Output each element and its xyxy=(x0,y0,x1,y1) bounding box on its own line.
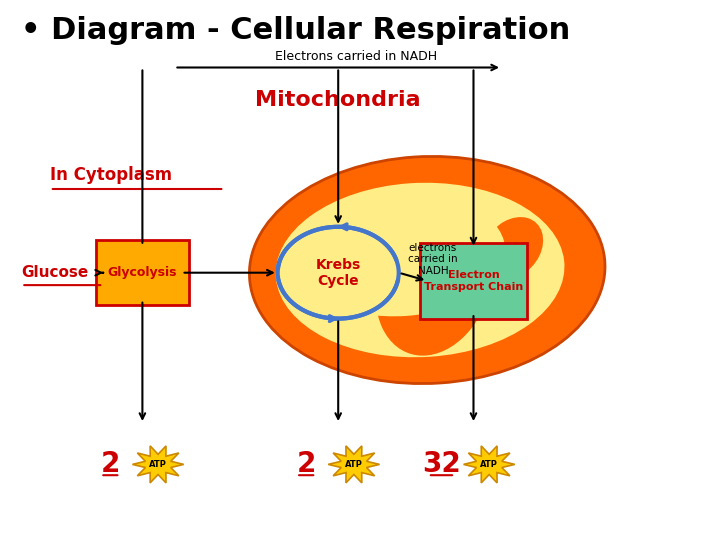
Text: electrons
carried in
NADH: electrons carried in NADH xyxy=(408,242,458,276)
Text: ATP: ATP xyxy=(345,460,363,469)
Ellipse shape xyxy=(274,181,566,359)
Text: Electrons carried in NADH: Electrons carried in NADH xyxy=(275,50,437,63)
Ellipse shape xyxy=(482,217,543,280)
Text: In Cytoplasm: In Cytoplasm xyxy=(50,166,172,185)
Text: 32: 32 xyxy=(422,450,461,478)
Circle shape xyxy=(278,227,399,319)
Text: 2: 2 xyxy=(101,450,120,478)
Text: Glucose: Glucose xyxy=(22,265,89,280)
Ellipse shape xyxy=(249,157,605,383)
Text: Glycolysis: Glycolysis xyxy=(108,266,177,279)
Text: Krebs
Cycle: Krebs Cycle xyxy=(315,258,361,288)
Ellipse shape xyxy=(376,206,493,356)
Text: ATP: ATP xyxy=(480,460,498,469)
Text: Mitochondria: Mitochondria xyxy=(256,90,421,110)
Ellipse shape xyxy=(325,206,400,280)
Ellipse shape xyxy=(292,191,505,316)
Text: ATP: ATP xyxy=(149,460,167,469)
FancyBboxPatch shape xyxy=(96,240,189,305)
Text: Electron
Transport Chain: Electron Transport Chain xyxy=(424,270,523,292)
FancyBboxPatch shape xyxy=(420,243,527,319)
Text: 2: 2 xyxy=(297,450,316,478)
Text: • Diagram - Cellular Respiration: • Diagram - Cellular Respiration xyxy=(22,16,571,45)
Polygon shape xyxy=(464,446,515,483)
Polygon shape xyxy=(328,446,379,483)
Polygon shape xyxy=(132,446,184,483)
